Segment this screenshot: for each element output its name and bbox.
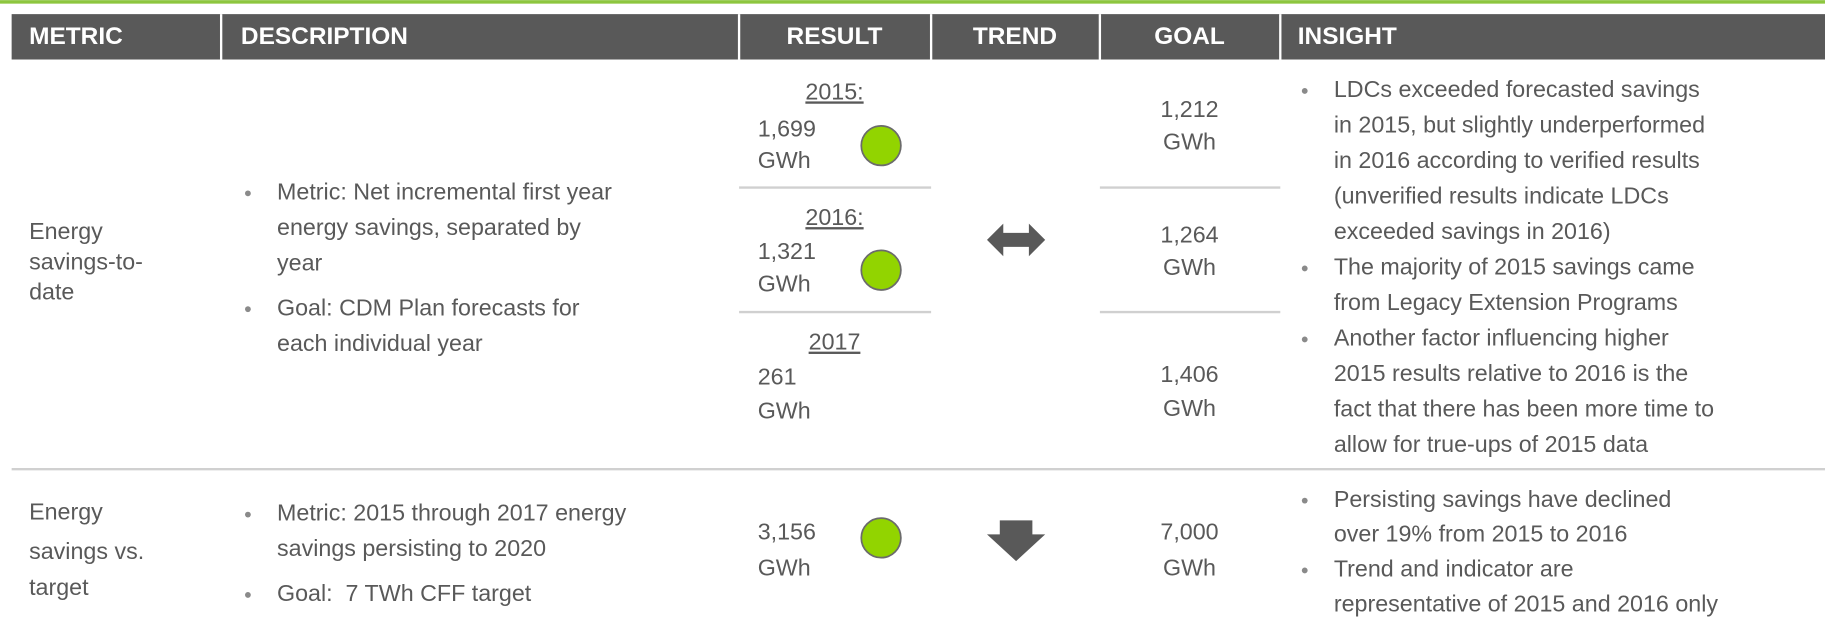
metric: Energy — [29, 499, 103, 525]
status-indicator — [860, 124, 902, 167]
result-value: 1,699 — [758, 116, 816, 142]
metric: date — [29, 279, 74, 305]
header-cell: GOAL — [1154, 23, 1225, 50]
goal-value: 1,406 — [1160, 361, 1218, 387]
metric: savings-to- — [29, 248, 143, 274]
insight-line: Another factor influencing higher — [1334, 325, 1669, 351]
bullet — [1301, 567, 1308, 574]
status-indicator — [860, 517, 902, 559]
insight-line: in 2016 according to verified results — [1334, 147, 1700, 173]
bullet — [245, 190, 251, 197]
result-unit: GWh — [758, 270, 811, 296]
status-indicator — [860, 249, 902, 291]
accent-bar — [0, 0, 1825, 4]
bullet — [245, 306, 251, 313]
header-cell: TREND — [973, 23, 1057, 50]
goal-value: 1,264 — [1160, 222, 1218, 248]
insight-line: exceeded savings in 2016) — [1334, 218, 1611, 244]
description-line: energy savings, separated by — [277, 214, 581, 240]
result-year: 2017 — [809, 329, 861, 355]
description-line: Goal: 7 TWh CFF target — [277, 580, 532, 606]
insight-line: LDCs exceeded forecasted savings — [1334, 76, 1700, 102]
goal-unit: GWh — [1163, 254, 1216, 280]
metric: Energy — [29, 218, 103, 244]
bullet — [1301, 88, 1308, 94]
result-value: 1,321 — [758, 238, 816, 264]
result-unit: GWh — [758, 554, 811, 580]
goal-value: 1,212 — [1160, 96, 1218, 122]
goal-unit: GWh — [1163, 395, 1216, 421]
metric: savings vs. — [29, 538, 144, 564]
result-unit: GWh — [758, 397, 811, 423]
description-line: Metric: 2015 through 2017 energy — [277, 500, 627, 526]
description-line: Goal: CDM Plan forecasts for — [277, 294, 580, 320]
description-line: year — [277, 250, 323, 276]
result-value: 261 — [758, 364, 797, 390]
description-line: savings persisting to 2020 — [277, 535, 546, 561]
goal-value: 7,000 — [1160, 518, 1218, 544]
bullet — [1301, 265, 1308, 272]
header-cell: METRIC — [29, 23, 123, 50]
header-cell: INSIGHT — [1298, 23, 1397, 50]
result-year: 2015: — [805, 78, 863, 104]
insight-line: 2015 results relative to 2016 is the — [1334, 360, 1688, 386]
description-line: Metric: Net incremental first year — [277, 179, 612, 205]
insight-line: fact that there has been more time to — [1334, 396, 1714, 422]
row-separators — [11, 186, 1825, 471]
insight-line: representative of 2015 and 2016 only — [1334, 591, 1719, 617]
trend-sideways-arrow — [986, 223, 1046, 257]
header-cell: RESULT — [787, 23, 883, 50]
goal-unit: GWh — [1163, 554, 1216, 580]
insight-line: Persisting savings have declined — [1334, 486, 1672, 512]
insight-line: allow for true-ups of 2015 data — [1334, 431, 1648, 457]
bullet — [245, 511, 251, 518]
bullet — [1301, 336, 1308, 343]
insight-line: (unverified results indicate LDCs — [1334, 183, 1669, 209]
goal-unit: GWh — [1163, 128, 1216, 154]
insight-line: The majority of 2015 savings came — [1334, 254, 1695, 280]
header-cell: DESCRIPTION — [241, 23, 408, 50]
insight-line: in 2015, but slightly underperformed — [1334, 112, 1705, 138]
trend-down-arrow — [986, 520, 1046, 562]
bullet — [1301, 497, 1308, 504]
result-year: 2016: — [805, 204, 863, 230]
description-line: each individual year — [277, 330, 483, 356]
result-value: 3,156 — [758, 518, 816, 544]
result-unit: GWh — [758, 147, 811, 173]
insight-line: Trend and indicator are — [1334, 556, 1574, 582]
metric: target — [29, 574, 89, 600]
insight-line: over 19% from 2015 to 2016 — [1334, 521, 1628, 547]
insight-line: from Legacy Extension Programs — [1334, 289, 1678, 315]
header-row — [11, 14, 1825, 60]
header-separators — [219, 14, 1282, 60]
bullet — [245, 592, 251, 598]
